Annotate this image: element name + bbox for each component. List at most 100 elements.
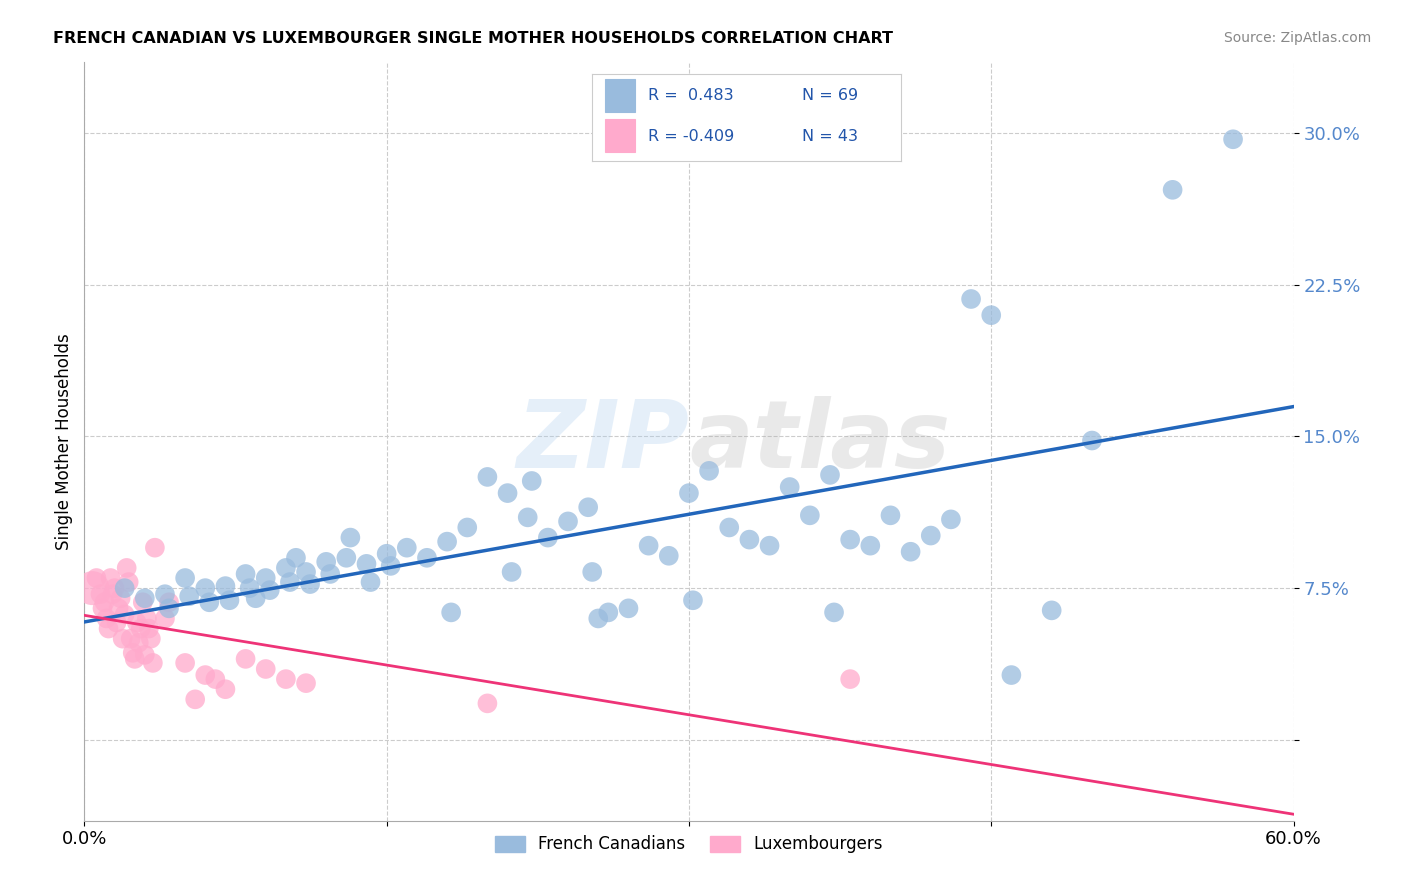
Point — [218, 593, 240, 607]
Point — [101, 587, 124, 601]
Text: atlas: atlas — [689, 395, 950, 488]
Point — [1000, 668, 1022, 682]
Point — [758, 539, 780, 553]
Point — [214, 579, 236, 593]
Point — [1222, 132, 1244, 146]
Point — [254, 662, 277, 676]
Point — [375, 547, 398, 561]
Point — [839, 672, 862, 686]
Point — [980, 308, 1002, 322]
Point — [91, 601, 114, 615]
Point — [194, 581, 217, 595]
Point — [617, 601, 640, 615]
Point — [174, 571, 197, 585]
Point — [295, 565, 318, 579]
Point — [380, 558, 402, 573]
Point — [440, 606, 463, 620]
Point — [557, 515, 579, 529]
Point — [82, 581, 104, 595]
Point — [456, 520, 478, 534]
Point — [900, 545, 922, 559]
Point — [105, 615, 128, 630]
Point — [839, 533, 862, 547]
Point — [254, 571, 277, 585]
Point — [818, 467, 841, 482]
Point — [738, 533, 761, 547]
Point — [274, 672, 297, 686]
Point — [920, 528, 942, 542]
Point — [299, 577, 322, 591]
Point — [278, 575, 301, 590]
Point — [718, 520, 741, 534]
Point — [245, 591, 267, 606]
Point — [678, 486, 700, 500]
Point — [581, 565, 603, 579]
Point — [143, 541, 166, 555]
Point — [93, 595, 115, 609]
Point — [823, 606, 845, 620]
Point — [637, 539, 659, 553]
Point — [416, 550, 439, 565]
Point — [111, 632, 134, 646]
Point — [153, 587, 176, 601]
Point — [1040, 603, 1063, 617]
Point — [939, 512, 962, 526]
Point — [576, 500, 599, 515]
Point — [1161, 183, 1184, 197]
Point — [339, 531, 361, 545]
Point — [259, 583, 281, 598]
Point — [537, 531, 560, 545]
Point — [588, 611, 610, 625]
Point — [239, 581, 262, 595]
Point — [235, 566, 257, 581]
Point — [100, 571, 122, 585]
Point — [198, 595, 221, 609]
Point — [121, 646, 143, 660]
Point — [356, 557, 378, 571]
Point — [682, 593, 704, 607]
Point — [879, 508, 901, 523]
Point — [104, 581, 127, 595]
Point — [315, 555, 337, 569]
Point — [86, 571, 108, 585]
Point — [204, 672, 226, 686]
Point — [235, 652, 257, 666]
Point — [516, 510, 538, 524]
Point — [319, 566, 342, 581]
Point — [859, 539, 882, 553]
Point — [129, 622, 152, 636]
Point — [139, 632, 162, 646]
Point — [779, 480, 801, 494]
Text: FRENCH CANADIAN VS LUXEMBOURGER SINGLE MOTHER HOUSEHOLDS CORRELATION CHART: FRENCH CANADIAN VS LUXEMBOURGER SINGLE M… — [53, 31, 893, 46]
Point — [174, 656, 197, 670]
Text: Source: ZipAtlas.com: Source: ZipAtlas.com — [1223, 31, 1371, 45]
Point — [436, 534, 458, 549]
Point — [138, 622, 160, 636]
Point — [142, 656, 165, 670]
Point — [477, 697, 499, 711]
Point — [496, 486, 519, 500]
Point — [799, 508, 821, 523]
Point — [697, 464, 720, 478]
Point — [335, 550, 357, 565]
Point — [184, 692, 207, 706]
Point — [360, 575, 382, 590]
Point — [107, 601, 129, 615]
Point — [153, 611, 176, 625]
Point — [114, 607, 136, 622]
Point — [194, 668, 217, 682]
Point — [128, 636, 150, 650]
Point — [96, 611, 118, 625]
Point — [295, 676, 318, 690]
Point — [135, 611, 157, 625]
Point — [274, 561, 297, 575]
Point — [960, 292, 983, 306]
Point — [598, 606, 620, 620]
Text: ZIP: ZIP — [516, 395, 689, 488]
Point — [110, 591, 132, 606]
Point — [114, 581, 136, 595]
Point — [118, 575, 141, 590]
Point — [120, 632, 142, 646]
Point — [89, 587, 111, 601]
Y-axis label: Single Mother Households: Single Mother Households — [55, 334, 73, 549]
